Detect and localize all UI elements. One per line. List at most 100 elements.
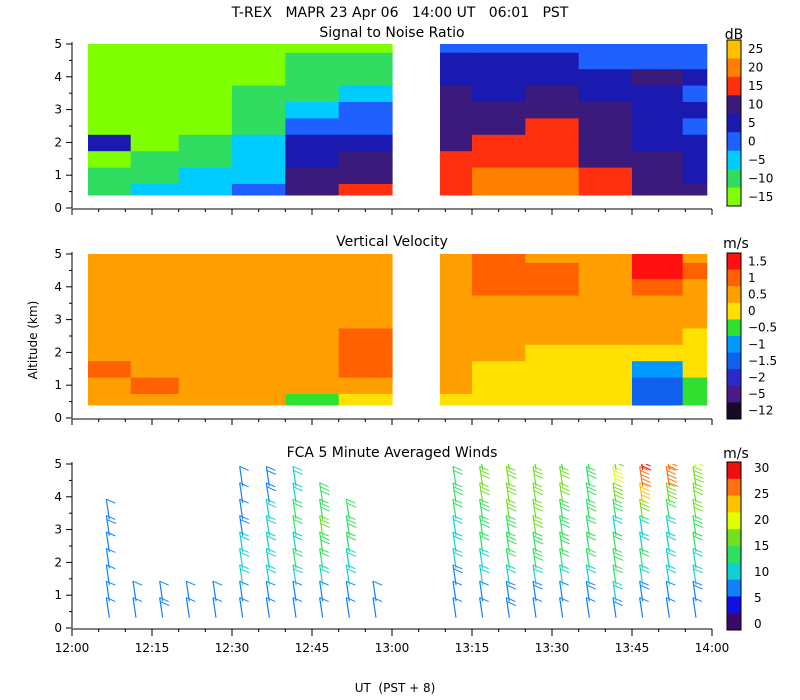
wind-barb-flag (560, 469, 570, 475)
wind-barb-flag (560, 454, 569, 458)
wind-barb-shaft (319, 531, 324, 553)
wind-barb-shaft (452, 531, 457, 553)
wind-barb-flag (613, 568, 623, 574)
snr-cell (440, 150, 473, 168)
snr-cell (578, 44, 633, 53)
wind-barb-flag (613, 490, 624, 496)
wind-barb-shaft (587, 464, 590, 471)
winds-y-tick-label: 5 (54, 457, 62, 471)
vv-cell (440, 295, 473, 312)
wind-barb-flag (640, 454, 649, 458)
wind-barb-flag (667, 494, 678, 500)
vv-colorbar-frame (726, 252, 742, 420)
wind-barb-flag (612, 580, 623, 586)
wind-barb-shaft (319, 581, 324, 602)
wind-barb-flag (586, 498, 596, 504)
wind-barb-shaft (345, 581, 350, 602)
wind-barb-flag (613, 469, 623, 475)
y-axis-label: Altitude (km) (26, 301, 40, 380)
winds-panel-title: FCA 5 Minute Averaged Winds (287, 445, 498, 461)
x-tick-label: 13:30 (535, 641, 570, 655)
snr-cell (285, 52, 340, 70)
wind-barb-shaft (105, 531, 110, 553)
vv-cell (472, 262, 526, 280)
wind-barb-flag (667, 454, 676, 458)
vv-cell (338, 254, 393, 263)
wind-barb-shaft (585, 515, 590, 536)
wind-barb-flag (240, 551, 250, 557)
wind-barb-flag (160, 601, 170, 607)
vv-colorbar-swatch (727, 336, 741, 354)
snr-cell (472, 167, 526, 184)
wind-barb-flag (640, 584, 650, 590)
wind-barb-shaft (585, 466, 590, 487)
vv-cell (578, 262, 633, 280)
wind-barb-flag (479, 580, 489, 586)
wind-barb-flag (613, 584, 623, 590)
vv-cell (682, 311, 708, 329)
wind-barb-flag (533, 539, 544, 545)
snr-cell (578, 68, 633, 86)
wind-barb-flag (480, 568, 490, 574)
vv-cell (285, 360, 340, 378)
wind-barb-flag (452, 531, 463, 537)
winds-axes: 0 1 2 3 4 5 12:00 12:15 12:30 12:45 13:00 13:15 13:3… (54, 457, 729, 655)
wind-barb-flag (533, 450, 542, 454)
wind-barb-flag (641, 477, 651, 483)
wind-barb-flag (693, 584, 703, 590)
wind-barb-flag (292, 465, 303, 471)
wind-barb-flag (506, 597, 516, 603)
snr-colorbar-label: 15 (748, 79, 763, 93)
snr-panel-title: Signal to Noise Ratio (319, 25, 464, 41)
vv-cell (285, 393, 340, 406)
wind-barb-shaft (532, 548, 537, 569)
snr-cell (285, 150, 340, 168)
wind-barb-flag (452, 482, 463, 488)
vv-cell (440, 360, 473, 378)
vv-cell (525, 344, 580, 362)
wind-barb-flag (640, 486, 650, 492)
x-tick-label: 12:30 (215, 641, 250, 655)
wind-barb-flag (560, 539, 571, 545)
wind-barb-shaft (667, 464, 670, 471)
snr-y-tick-label: 3 (54, 103, 62, 117)
wind-barb-flag (612, 498, 623, 504)
x-tick-label: 12:45 (295, 641, 330, 655)
wind-barb-flag (668, 481, 678, 487)
wind-barb-flag (480, 473, 491, 479)
wind-barb-shaft (665, 548, 670, 569)
wind-barb-flag (692, 482, 703, 488)
wind-barb-flag (560, 506, 571, 512)
snr-cell (525, 134, 580, 152)
vv-colorbar-swatch (727, 402, 741, 420)
wind-barb-shaft (559, 482, 564, 503)
wind-barb-flag (319, 531, 329, 537)
wind-barb-flag (292, 531, 303, 537)
wind-barb-flag (453, 568, 463, 574)
wind-barb-shaft (159, 597, 164, 618)
vv-cell (525, 360, 580, 378)
wind-barb-flag (666, 531, 676, 537)
wind-barb-shaft (505, 581, 510, 602)
wind-barb-flag (667, 473, 677, 479)
wind-barb-flag (533, 486, 543, 492)
wind-barb-flag (320, 519, 330, 525)
wind-barb-flag (534, 458, 543, 462)
snr-cell (285, 167, 340, 184)
wind-barb-flag (533, 551, 543, 557)
wind-barb-flag (479, 498, 489, 504)
wind-barb-flag (533, 473, 544, 479)
wind-barb-shaft (641, 464, 644, 471)
wind-barb-flag (586, 465, 596, 471)
wind-barb-flag (480, 469, 490, 475)
vv-cell (88, 327, 132, 345)
snr-cell (440, 183, 473, 196)
winds-y-tick-label: 1 (54, 588, 62, 602)
snr-cell (632, 68, 684, 86)
wind-barb-shaft (534, 464, 537, 471)
wind-barb-flag (693, 568, 703, 574)
wind-barb-shaft (665, 531, 670, 553)
snr-y-tick-label: 1 (54, 168, 62, 182)
wind-barb-flag (693, 519, 703, 525)
wind-barb-flag (319, 564, 329, 570)
